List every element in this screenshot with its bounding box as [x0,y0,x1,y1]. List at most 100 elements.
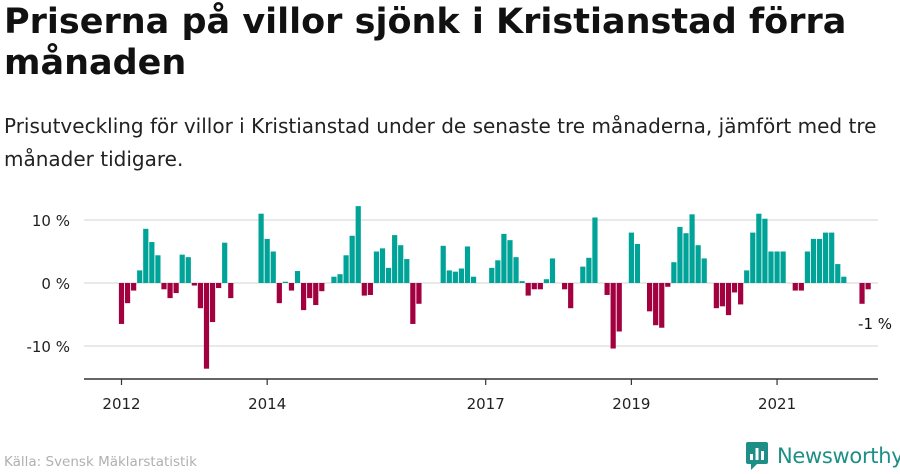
bar [865,283,871,290]
bar [731,283,738,293]
x-tick-label: 2014 [248,395,286,413]
bar [379,248,386,283]
y-tick-label: -10 % [26,338,70,356]
bar [258,213,264,283]
bar [179,254,185,283]
bar [313,283,319,306]
x-tick-label: 2019 [612,395,650,413]
bar [568,283,574,309]
bar [137,270,143,283]
bar [301,283,307,311]
bar [586,257,592,283]
bar [264,238,270,283]
bar [343,255,349,283]
bar [774,251,780,283]
bar [404,259,410,283]
bar [519,281,525,283]
y-tick-label: 10 % [32,212,70,230]
bar [118,283,125,324]
bar [452,271,458,283]
latest-value-annotation: -1 % [858,315,892,333]
bar [725,283,732,316]
bar [659,283,665,328]
newsworthy-icon [746,442,768,470]
bar [464,246,471,283]
bar [155,255,161,283]
bar [167,283,173,299]
x-tick-label: 2021 [758,395,796,413]
bar [719,283,726,307]
bar [823,232,829,283]
bar [701,258,707,283]
bar [592,217,598,283]
bar [367,283,373,295]
y-tick-label: 0 % [41,275,70,293]
bar [197,283,204,309]
bar [537,283,543,290]
bar [361,283,367,296]
bar [288,283,295,291]
bar [513,257,519,283]
bar [780,251,786,283]
bar [671,262,677,283]
bar [307,283,313,299]
bar [331,276,337,283]
bar [543,279,549,283]
bar [373,251,380,283]
bar [270,251,276,283]
bar [507,240,513,283]
brand-name: Newsworthy [777,444,900,468]
bar [628,232,634,283]
bar [222,242,228,283]
bar [804,251,811,283]
bar [349,235,355,283]
bar [416,283,422,304]
bar [161,283,167,290]
bar [458,268,465,283]
bar [604,283,610,295]
bar [835,264,841,283]
bar-layer [118,206,871,369]
bar [398,245,404,283]
bar [440,245,446,283]
bar [337,274,343,283]
bar [738,283,744,305]
bar [191,283,197,286]
bar [228,283,234,299]
bar [149,242,155,283]
bar [525,283,531,296]
bar [282,281,288,283]
chart-title: Priserna på villor sjönk i Kristianstad … [4,2,847,83]
bar [580,266,586,283]
bar [683,233,689,283]
bar [385,267,392,283]
bar [489,267,495,283]
bar [634,243,641,283]
bar [646,283,653,312]
x-tick-label: 2017 [467,395,505,413]
bar [446,270,452,283]
bar [750,232,756,283]
bar [841,276,847,283]
bar [531,283,537,290]
bar [756,213,762,283]
bar [562,283,568,290]
bar [677,226,683,283]
bar [810,238,817,283]
bar [203,283,210,369]
bar [131,283,137,291]
bar [501,233,507,283]
bar [653,283,659,326]
bar [762,218,768,283]
bar [610,283,616,349]
bar [713,283,719,309]
bar [549,258,556,283]
bar [689,214,695,283]
bar [209,283,216,323]
brand-logo[interactable]: Newsworthy [745,441,900,471]
bar [695,245,701,283]
bar [792,283,798,291]
bar [185,257,191,283]
bar [470,276,477,283]
